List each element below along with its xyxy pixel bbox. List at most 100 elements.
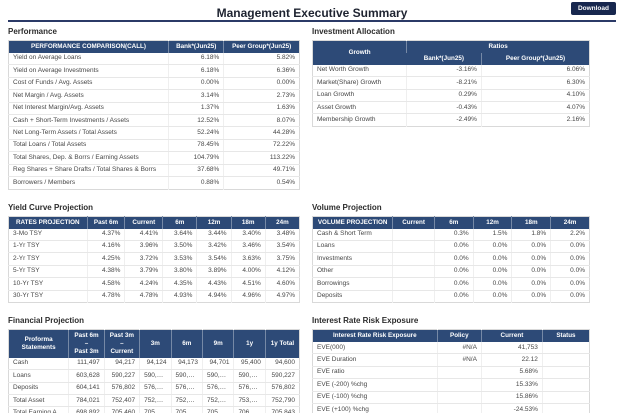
table-row: 5-Yr TSY 4.38% 3.79% 3.80% 3.89% 4.00% 4.12% bbox=[8, 265, 300, 279]
cell-value: 0.0% bbox=[433, 290, 474, 303]
table-row: Cash & Short Term 0.3% 1.5% 1.8% 2.2% bbox=[312, 228, 590, 241]
cell-value: 111,497 bbox=[68, 357, 105, 371]
cell-value bbox=[541, 353, 590, 367]
cell-value: 752,363 bbox=[170, 394, 203, 408]
row-label: Loans bbox=[312, 240, 393, 254]
column-header: Growth bbox=[312, 40, 407, 65]
table-row: EVE Duration #N/A 22.12 bbox=[312, 353, 590, 367]
top-bar: Management Executive Summary Download bbox=[8, 0, 616, 22]
cell-value: 590,227 bbox=[264, 369, 300, 383]
cell-value: 3.50% bbox=[162, 240, 197, 254]
table-row: Yield on Average Investments 6.18% 6.36% bbox=[8, 64, 300, 78]
cell-value bbox=[436, 366, 482, 380]
dashboard-grid: Performance PERFORMANCE COMPARISON(CALL)… bbox=[8, 22, 616, 413]
cell-value: 4.25% bbox=[86, 252, 125, 266]
performance-section-title: Performance bbox=[8, 27, 57, 36]
column-header: 24m bbox=[264, 216, 300, 229]
cell-value: 3.40% bbox=[230, 228, 266, 241]
page-title: Management Executive Summary bbox=[216, 6, 408, 20]
table-row: EVE (-100) %chg 15.86% bbox=[312, 391, 590, 405]
row-label: Investments bbox=[312, 252, 393, 266]
cell-value: 4.10% bbox=[480, 89, 590, 103]
cell-value: 4.51% bbox=[230, 277, 266, 291]
column-header: 12m bbox=[196, 216, 232, 229]
table-row: 10-Yr TSY 4.58% 4.24% 4.35% 4.43% 4.51% 4.60% bbox=[8, 277, 300, 291]
cell-value: 0.00% bbox=[223, 77, 300, 91]
cell-value: 3.64% bbox=[162, 228, 197, 241]
cell-value: 0.0% bbox=[511, 277, 551, 291]
cell-value: 3.89% bbox=[196, 265, 232, 279]
row-label: 1-Yr TSY bbox=[8, 240, 88, 254]
cell-value: 3.75% bbox=[264, 252, 300, 266]
cell-value: 4.07% bbox=[480, 101, 590, 115]
cell-value: 3.54% bbox=[264, 240, 300, 254]
cell-value: 576,802 bbox=[201, 382, 234, 396]
cell-value: 0.0% bbox=[511, 252, 551, 266]
cell-value: 5.82% bbox=[223, 52, 300, 66]
investment-allocation-section-title: Investment Allocation bbox=[312, 27, 395, 36]
cell-value: 590,227 bbox=[103, 369, 140, 383]
cell-value: 95,400 bbox=[233, 357, 266, 371]
cell-value: 0.0% bbox=[550, 265, 590, 279]
row-label: Yield on Average Investments bbox=[8, 64, 169, 78]
download-button[interactable]: Download bbox=[570, 2, 616, 15]
cell-value: 752,314 bbox=[139, 394, 172, 408]
cell-value: 72.22% bbox=[223, 139, 300, 153]
cell-value: 0.0% bbox=[511, 240, 551, 254]
cell-value: 705,460 bbox=[103, 406, 140, 413]
cell-value: 113.22% bbox=[223, 151, 300, 165]
row-label: Net Margin / Avg. Assets bbox=[8, 89, 169, 103]
table-row: Loans 0.0% 0.0% 0.0% 0.0% bbox=[312, 240, 590, 254]
cell-value: 0.0% bbox=[550, 240, 590, 254]
cell-value: 590,227 bbox=[139, 369, 172, 383]
column-header: 18m bbox=[230, 216, 266, 229]
cell-value: 1.37% bbox=[168, 102, 224, 116]
column-header: Policy bbox=[436, 329, 482, 343]
cell-value bbox=[392, 290, 435, 303]
column-header: 6m bbox=[162, 216, 197, 229]
cell-value: 6.36% bbox=[223, 64, 300, 78]
cell-value: 0.0% bbox=[472, 277, 512, 291]
column-header: 24m bbox=[550, 216, 590, 229]
row-label: Deposits bbox=[8, 382, 69, 396]
column-header: 12m bbox=[472, 216, 512, 229]
cell-value: 52.24% bbox=[168, 126, 224, 140]
cell-value: 104.79% bbox=[168, 151, 224, 165]
irr-section-title: Interest Rate Risk Exposure bbox=[312, 316, 419, 326]
table-row: Cash 111,497 94,217 94,124 94,173 94,701 95,40… bbox=[8, 357, 300, 371]
proforma-statements-table: Proforma Statements Past 6m – Past 3m Past… bbox=[8, 329, 300, 413]
cell-value: 6.18% bbox=[168, 64, 224, 78]
row-label: Net Worth Growth bbox=[312, 64, 407, 78]
row-label: Other bbox=[312, 265, 393, 279]
table-row: Net Interest Margin/Avg. Assets 1.37% 1.63… bbox=[8, 102, 300, 116]
cell-value: 94,217 bbox=[103, 357, 140, 371]
section-financial-projection: Financial Projection Proforma Statements… bbox=[8, 316, 300, 413]
row-label: EVE (-100) %chg bbox=[312, 391, 438, 405]
row-label: 10-Yr TSY bbox=[8, 277, 88, 291]
cell-value: 753,590 bbox=[233, 394, 266, 408]
table-row: 3-Mo TSY 4.37% 4.41% 3.64% 3.44% 3.40% 3.48% bbox=[8, 228, 300, 241]
cell-value: 94,701 bbox=[201, 357, 234, 371]
cell-value: 6.06% bbox=[480, 64, 590, 78]
cell-value: 2.2% bbox=[550, 228, 590, 241]
column-header: Past 6m – Past 3m bbox=[68, 329, 105, 358]
cell-value bbox=[541, 403, 590, 413]
cell-value: 4.37% bbox=[86, 228, 125, 241]
cell-value bbox=[541, 342, 590, 355]
row-label: Asset Growth bbox=[312, 101, 407, 115]
cell-value: 590,227 bbox=[201, 369, 234, 383]
cell-value: 22.12 bbox=[480, 353, 543, 367]
row-label: Borrowings bbox=[312, 277, 393, 291]
table-row: Loans 603,628 590,227 590,227 590,227 590,227… bbox=[8, 369, 300, 383]
yield-curve-section-title: Yield Curve Projection bbox=[8, 202, 94, 212]
cell-value: 784,021 bbox=[68, 394, 105, 408]
cell-value: 4.78% bbox=[124, 290, 163, 303]
column-header: 18m bbox=[511, 216, 551, 229]
cell-value: 0.3% bbox=[433, 228, 474, 241]
cell-value: 705,367 bbox=[139, 406, 172, 413]
cell-value: 576,802 bbox=[170, 382, 203, 396]
row-label: 2-Yr TSY bbox=[8, 252, 88, 266]
cell-value: 0.00% bbox=[168, 77, 224, 91]
cell-value: 3.53% bbox=[162, 252, 197, 266]
row-label: Net Long-Term Assets / Total Assets bbox=[8, 126, 169, 140]
